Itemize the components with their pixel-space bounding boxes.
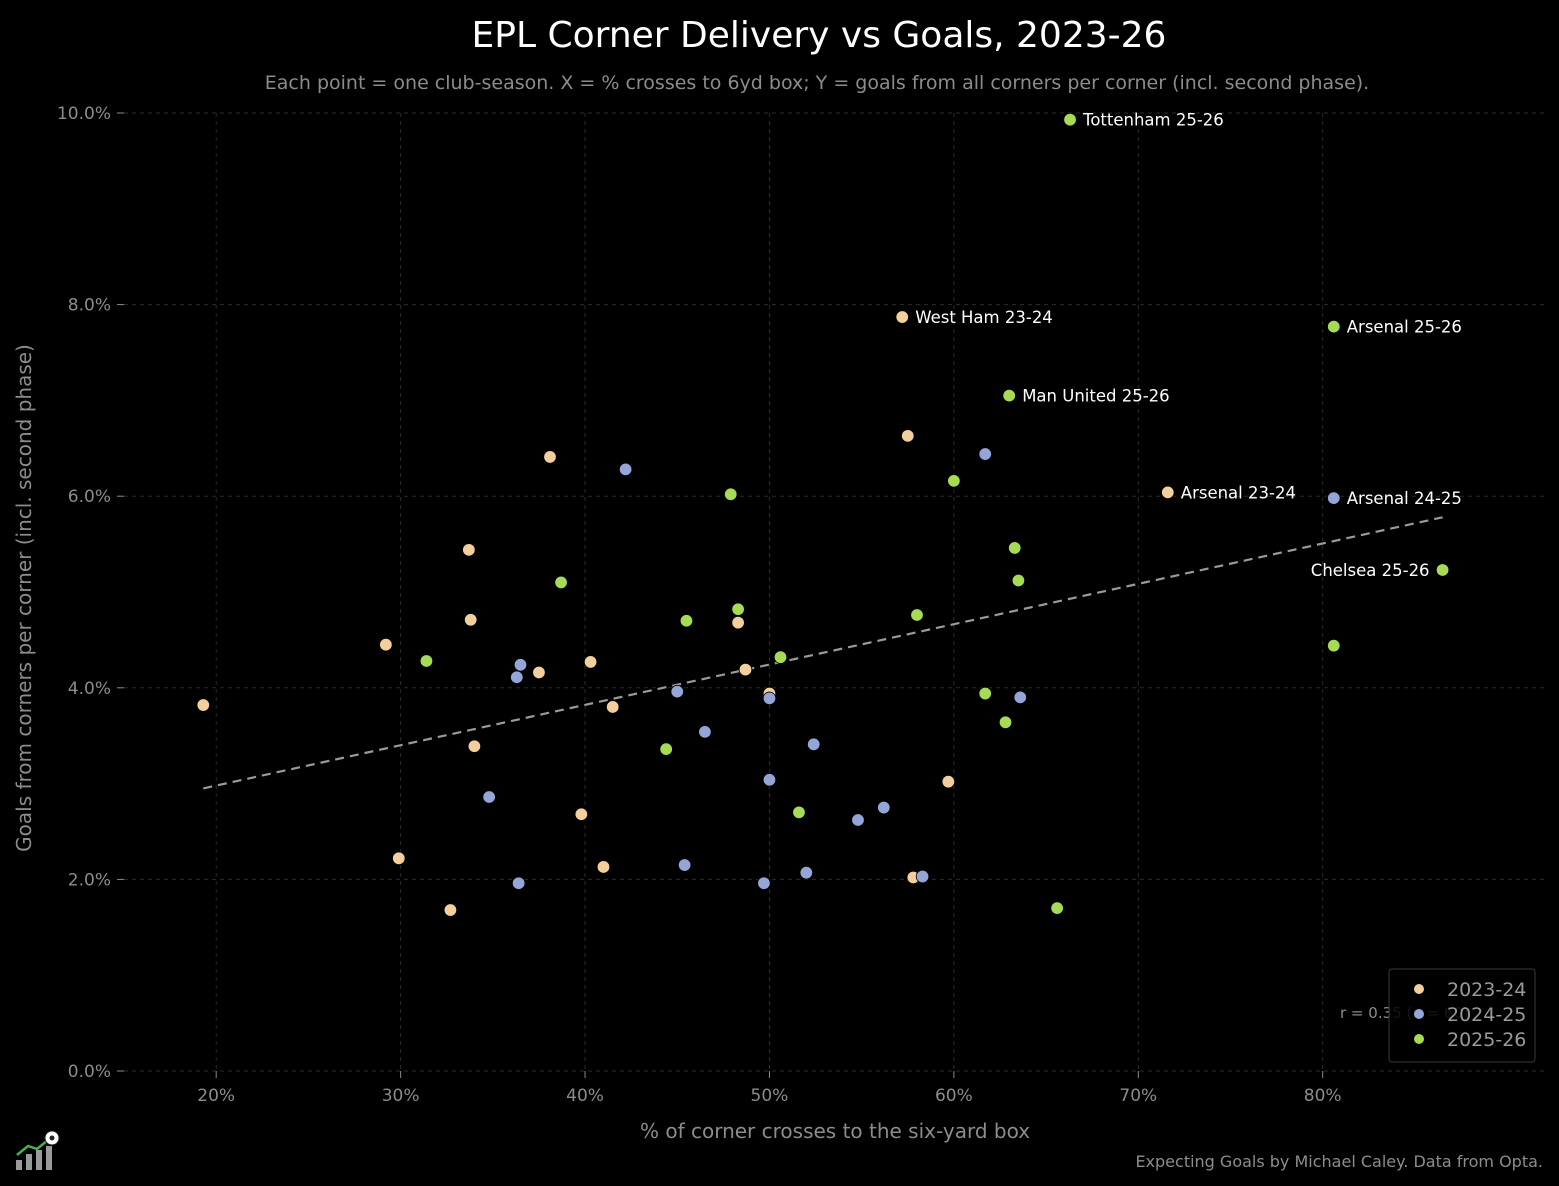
- data-point: [392, 851, 406, 866]
- data-point: [679, 614, 694, 628]
- x-tick-label: 50%: [751, 1086, 789, 1106]
- legend-marker: [1414, 1034, 1424, 1044]
- trend-line: [203, 516, 1443, 790]
- data-point: [1013, 690, 1027, 705]
- logo: [16, 1130, 60, 1170]
- point-label: Chelsea 25-26: [1311, 561, 1430, 580]
- data-point: [618, 462, 633, 477]
- point-label: West Ham 23-24: [915, 308, 1053, 327]
- legend-marker: [1414, 984, 1424, 994]
- data-point: [799, 865, 814, 880]
- data-point: [895, 310, 909, 324]
- data-point: [978, 686, 992, 701]
- point-label: Arsenal 24-25: [1347, 489, 1462, 508]
- point-label: Arsenal 23-24: [1181, 483, 1296, 502]
- y-tick-label: 6.0%: [68, 487, 111, 507]
- data-point: [467, 739, 482, 753]
- data-point: [851, 813, 865, 827]
- data-point: [532, 665, 546, 680]
- data-points: [196, 113, 1450, 917]
- data-point: [196, 698, 210, 712]
- data-point: [901, 429, 915, 443]
- x-axis-label: % of corner crosses to the six-yard box: [640, 1119, 1030, 1143]
- data-point: [596, 860, 611, 874]
- data-point: [513, 658, 528, 672]
- grid: [124, 112, 1544, 1072]
- data-point: [1050, 901, 1064, 915]
- axes: 0.0% 2.0% 4.0% 6.0% 8.0% 10.0% 20% 30% 40% 50% 60%…: [57, 104, 1342, 1106]
- data-point: [462, 543, 476, 557]
- data-point: [998, 715, 1013, 729]
- y-tick-label: 0.0%: [68, 1062, 111, 1082]
- data-point: [978, 447, 992, 461]
- x-tick-label: 60%: [935, 1086, 973, 1106]
- data-point: [670, 684, 684, 699]
- data-point: [583, 655, 598, 669]
- data-point: [724, 487, 738, 501]
- x-tick-label: 80%: [1304, 1086, 1342, 1106]
- data-point: [1327, 638, 1341, 653]
- data-point: [1063, 113, 1077, 127]
- y-tick-label: 2.0%: [68, 870, 111, 890]
- data-point: [762, 773, 777, 787]
- data-point: [443, 903, 458, 917]
- data-point: [762, 691, 777, 706]
- x-tick-label: 70%: [1119, 1086, 1157, 1106]
- data-point: [574, 807, 589, 821]
- x-tick-label: 20%: [197, 1086, 235, 1106]
- data-point: [543, 450, 557, 464]
- point-label: Arsenal 25-26: [1347, 318, 1462, 337]
- data-point: [1327, 319, 1341, 334]
- y-tick-label: 8.0%: [68, 296, 111, 316]
- data-point: [1161, 485, 1175, 500]
- data-point: [773, 650, 788, 664]
- x-tick-label: 40%: [566, 1086, 604, 1106]
- data-point: [554, 575, 568, 590]
- data-point: [910, 608, 924, 622]
- legend-label: 2025-26: [1447, 1029, 1526, 1051]
- chart-title: EPL Corner Delivery vs Goals, 2023-26: [472, 15, 1167, 56]
- footer-credit: Expecting Goals by Michael Caley. Data f…: [1135, 1152, 1543, 1171]
- data-point: [379, 637, 393, 652]
- data-point: [659, 742, 673, 756]
- y-tick-label: 4.0%: [68, 679, 111, 699]
- data-point: [677, 858, 692, 872]
- data-point: [1008, 541, 1022, 555]
- data-point: [510, 670, 524, 684]
- point-label: Tottenham 25-26: [1082, 111, 1224, 130]
- chart-subtitle: Each point = one club-season. X = % cros…: [265, 72, 1369, 94]
- data-point: [915, 869, 930, 884]
- data-point: [947, 474, 961, 488]
- point-labels: West Ham 23-24 Arsenal 23-24 Arsenal 24-25…: [915, 111, 1462, 580]
- data-point: [738, 662, 753, 677]
- data-point: [419, 654, 434, 668]
- data-point: [1002, 388, 1016, 403]
- data-point: [698, 725, 712, 739]
- data-point: [941, 774, 956, 789]
- data-point: [792, 805, 806, 820]
- y-axis-label: Goals from corners per corner (incl. sec…: [12, 344, 36, 852]
- point-label: Man United 25-26: [1022, 387, 1169, 406]
- y-tick-label: 10.0%: [57, 104, 111, 124]
- legend-frame: [1388, 968, 1536, 1063]
- data-point: [1327, 491, 1341, 505]
- data-point: [731, 602, 745, 616]
- data-point: [757, 876, 771, 890]
- data-point: [606, 700, 620, 714]
- legend-label: 2023-24: [1447, 979, 1526, 1001]
- data-point: [731, 615, 745, 630]
- data-point: [877, 800, 891, 815]
- data-point: [511, 876, 526, 890]
- bar-chart-soccer-ball-icon: [16, 1130, 60, 1170]
- data-point: [807, 737, 821, 752]
- data-point: [464, 613, 478, 627]
- legend-marker: [1414, 1009, 1424, 1019]
- legend-label: 2024-25: [1447, 1004, 1526, 1026]
- legend: 2023-24 2024-25 2025-26: [1388, 968, 1536, 1063]
- data-point: [482, 790, 496, 804]
- x-tick-label: 30%: [382, 1086, 420, 1106]
- data-point: [1435, 563, 1450, 577]
- data-point: [1011, 573, 1026, 588]
